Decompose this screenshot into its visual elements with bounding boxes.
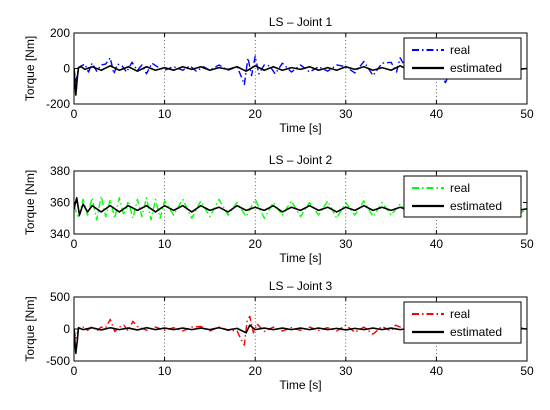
legend-label-estimated: estimated (450, 61, 502, 75)
y-axis-label: Torque [Nm] (23, 170, 37, 235)
legend-label-real: real (450, 307, 470, 321)
y-tick-label: 500 (50, 290, 70, 304)
legend-label-estimated: estimated (450, 199, 502, 213)
subplot-2: 0 10 20 30 40 50 340 360 380 LS – Joint 2 Time [s]… (23, 153, 534, 265)
plot-title: LS – Joint 1 (269, 15, 333, 29)
x-tick-label: 30 (339, 237, 353, 251)
y-tick-label: -500 (46, 354, 70, 368)
y-tick-label: 340 (50, 227, 70, 241)
legend-label-real: real (450, 43, 470, 57)
legend-label-real: real (450, 181, 470, 195)
x-tick-label: 20 (249, 107, 263, 121)
x-tick-label: 40 (430, 107, 444, 121)
y-tick-label: -200 (46, 97, 70, 111)
y-axis-label: Torque [Nm] (23, 296, 37, 361)
x-tick-label: 40 (430, 237, 444, 251)
y-tick-label: 360 (50, 196, 70, 210)
x-tick-label: 20 (249, 364, 263, 378)
legend-box (403, 37, 522, 80)
legend-box (403, 175, 522, 218)
x-tick-label: 0 (71, 237, 78, 251)
legend: real estimated (403, 37, 522, 80)
x-tick-label: 50 (520, 364, 534, 378)
y-tick-label: 380 (50, 164, 70, 178)
x-tick-label: 10 (158, 364, 172, 378)
x-tick-label: 30 (339, 364, 353, 378)
y-tick-label: 0 (63, 322, 70, 336)
plot-title: LS – Joint 3 (269, 279, 333, 293)
y-tick-label: 200 (50, 26, 70, 40)
legend: real estimated (403, 301, 522, 344)
x-tick-label: 10 (158, 237, 172, 251)
legend: real estimated (403, 175, 522, 218)
x-axis-label: Time [s] (279, 251, 321, 265)
plot-title: LS – Joint 2 (269, 153, 333, 167)
legend-label-estimated: estimated (450, 325, 502, 339)
x-tick-label: 30 (339, 107, 353, 121)
y-tick-label: 0 (63, 62, 70, 76)
x-tick-label: 10 (158, 107, 172, 121)
legend-box (403, 301, 522, 344)
x-tick-label: 20 (249, 237, 263, 251)
x-axis-label: Time [s] (279, 378, 321, 392)
x-tick-label: 40 (430, 364, 444, 378)
x-axis-label: Time [s] (279, 121, 321, 135)
x-tick-label: 50 (520, 107, 534, 121)
x-tick-label: 0 (71, 364, 78, 378)
y-axis-label: Torque [Nm] (23, 36, 37, 101)
x-tick-label: 50 (520, 237, 534, 251)
x-tick-label: 0 (71, 107, 78, 121)
